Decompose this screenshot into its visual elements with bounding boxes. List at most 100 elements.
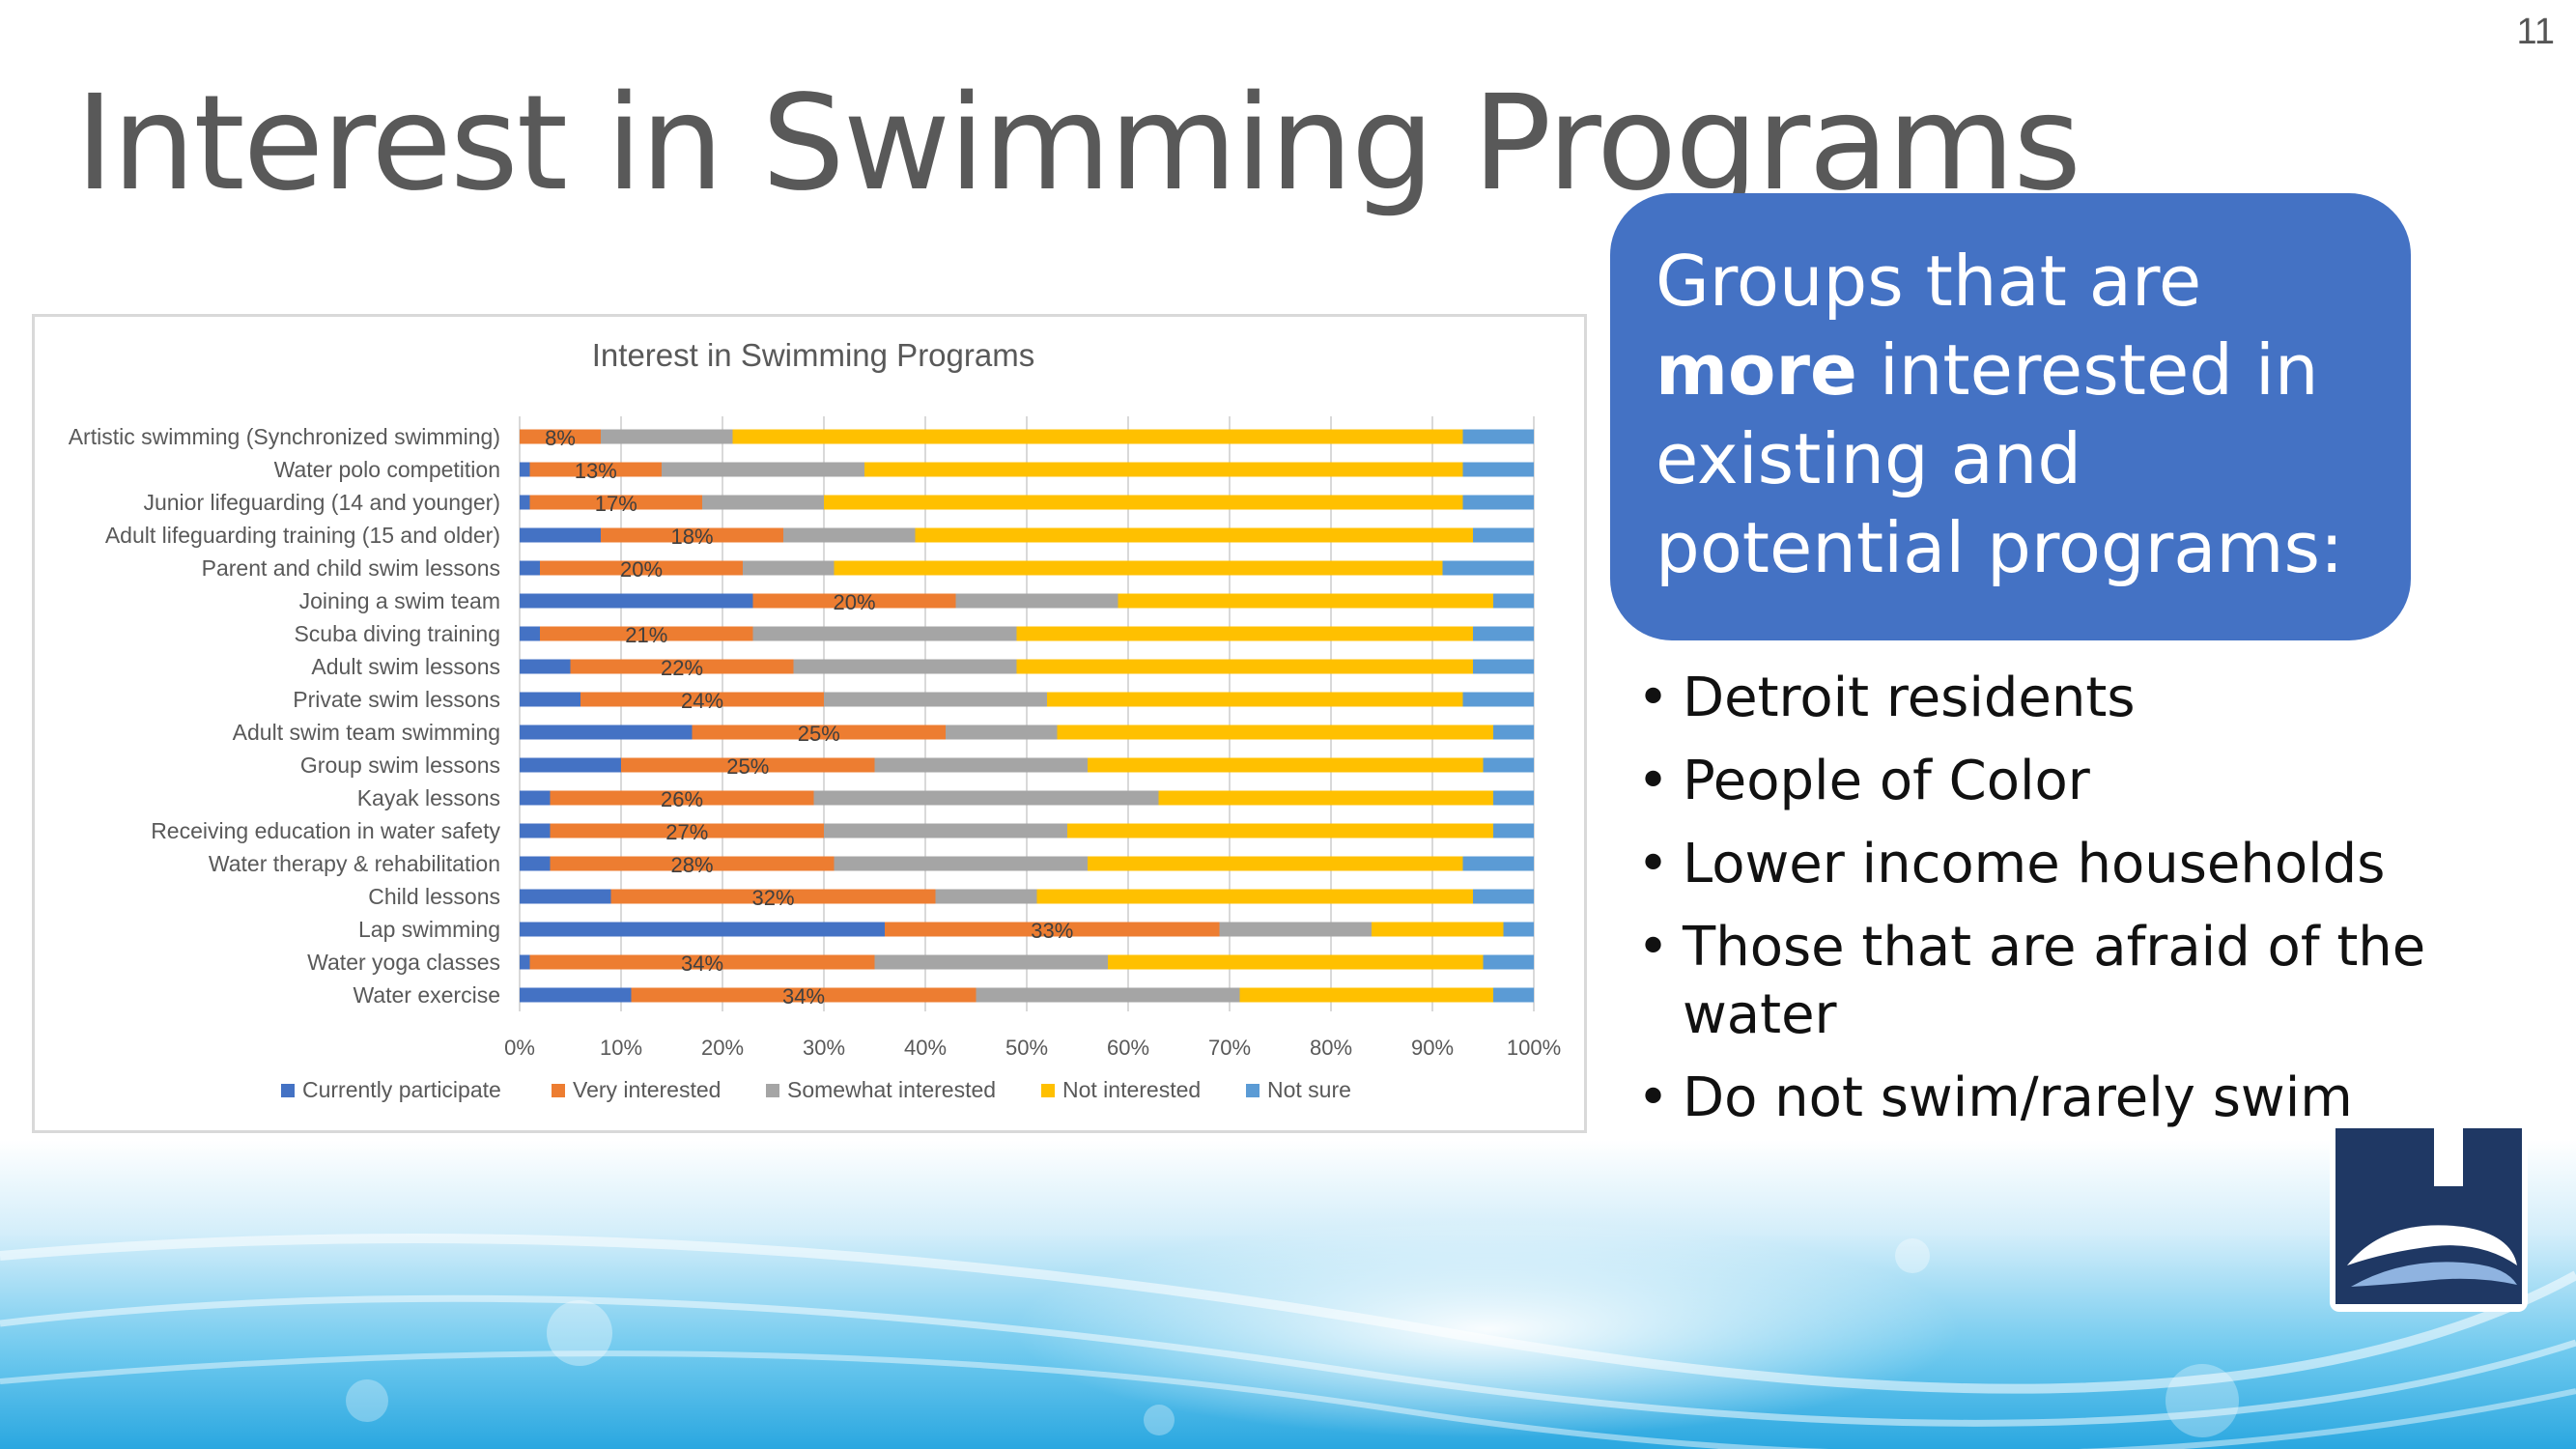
bar-segment [662,462,864,477]
x-tick-label: 100% [1507,1036,1561,1060]
bar-segment [550,790,814,806]
bullet-item: Do not swim/rarely swim [1637,1065,2429,1132]
bar-segment [834,856,1088,871]
category-labels: Artistic swimming (Synchronized swimming… [69,424,501,1008]
bar-segment [824,823,1067,838]
bar-segment [1503,922,1534,937]
bar-segment [1493,724,1534,740]
legend-swatch [281,1084,295,1097]
bar-segment [702,495,824,510]
bar-segment [1483,954,1534,970]
bullet-item: Lower income households [1637,831,2429,898]
category-label: Adult swim team swimming [233,720,500,745]
category-label: Child lessons [368,884,500,909]
x-tick-label: 90% [1411,1036,1454,1060]
bar-segment [1493,593,1534,609]
bar-segment [1158,790,1493,806]
x-axis-ticks: 0% 10% 20% 30% 40% 50% 60% 70% 80% 90% 100% [504,1036,1561,1060]
bar-segment [520,692,580,707]
bar-segment [732,429,1463,444]
gridlines [519,416,1535,1011]
bar-segment [520,560,540,576]
data-label: 20% [620,557,663,582]
legend-label: Not sure [1267,1077,1351,1102]
bar-segment [520,823,551,838]
category-label: Kayak lessons [357,785,500,810]
category-label: Water yoga classes [307,950,500,975]
bar-segment [955,593,1118,609]
data-label: 32% [751,886,794,910]
bar-segment [520,462,530,477]
category-label: Artistic swimming (Synchronized swimming… [69,424,500,449]
bar-segment [520,593,753,609]
bar-segment [540,626,753,641]
category-label: Junior lifeguarding (14 and younger) [143,490,500,515]
bar-segment [610,889,936,904]
bar-segment [621,757,875,773]
bar-segment [1239,987,1493,1003]
bar-segment [1483,757,1534,773]
bar-segment [520,954,530,970]
bar-segment [520,527,601,543]
bar-segment [529,495,702,510]
bar-segment [631,987,977,1003]
bar-segment [570,659,794,674]
bar-segment [1473,626,1534,641]
bar-segment [935,889,1037,904]
bar-segment [520,495,530,510]
category-label: Water therapy & rehabilitation [209,851,500,876]
bar-segment [874,757,1088,773]
category-label: Adult lifeguarding training (15 and olde… [105,523,500,548]
bullet-item: Detroit residents [1637,665,2429,732]
chart-container: Interest in Swimming Programs Artistic s… [32,314,1587,1133]
bar-segment [752,626,1017,641]
category-label: Scuba diving training [294,621,500,646]
x-tick-label: 0% [504,1036,535,1060]
bar-segment [1067,823,1493,838]
bar-segment [1462,856,1534,871]
data-label: 13% [575,459,617,483]
bullet-item: People of Color [1637,748,2429,815]
legend-label: Somewhat interested [787,1077,996,1102]
bar-segment [946,724,1058,740]
x-tick-label: 40% [904,1036,947,1060]
chart-title: Interest in Swimming Programs [592,337,1034,373]
bar-segment [1016,626,1473,641]
bar-segment [540,560,743,576]
bar-segment [1036,889,1473,904]
bar-segment [1473,659,1534,674]
data-label: 18% [670,525,713,549]
bar-segment [1016,659,1473,674]
bar-segment [1047,692,1463,707]
data-labels: 8% 13% 17% 18% 20% 20% 21% 22% 24% 25% 25% 26% 27% 28… [545,426,1073,1009]
bar-segment [601,429,733,444]
bar-segment [692,724,946,740]
data-label: 22% [661,656,703,680]
category-label: Group swim lessons [300,753,500,778]
bar-segment [1462,429,1534,444]
bar-segment [743,560,835,576]
data-label: 24% [681,689,723,713]
data-label: 25% [726,754,769,779]
bar-segment [752,593,956,609]
bar-segment [550,856,835,871]
legend-label: Very interested [573,1077,721,1102]
category-label: Private swim lessons [293,687,500,712]
bar-segment [915,527,1473,543]
water-background [0,1140,2576,1449]
slide-number: 11 [2516,12,2555,52]
x-tick-label: 50% [1005,1036,1048,1060]
bar-segment [1219,922,1372,937]
bar-segment [1088,856,1463,871]
bar-segment [529,462,662,477]
bar-segment [520,987,632,1003]
bar-segment [1118,593,1493,609]
bar-segment [783,527,916,543]
legend-swatch [552,1084,565,1097]
bar-segment [520,429,601,444]
category-label: Adult swim lessons [311,654,500,679]
callout-text-bold: more [1656,329,1857,411]
bar-segment [793,659,1017,674]
bar-segment [520,889,611,904]
legend-swatch [766,1084,779,1097]
